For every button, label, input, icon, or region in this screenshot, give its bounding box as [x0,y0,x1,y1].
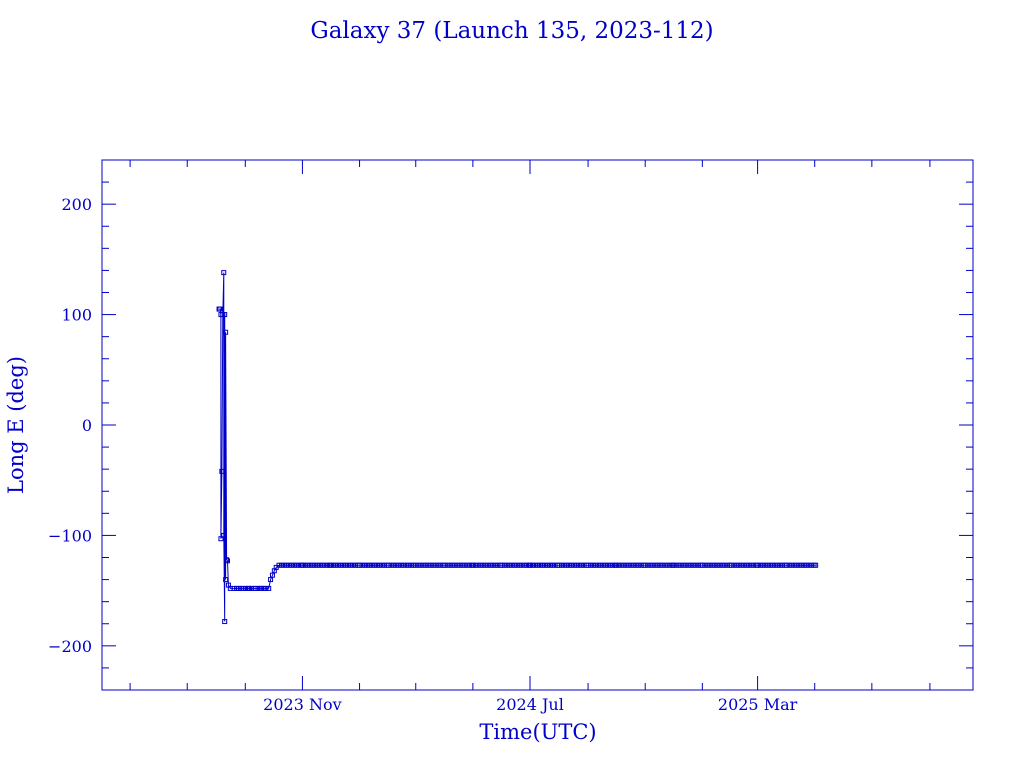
data-point [219,468,225,474]
data-point [263,585,269,591]
data-point [224,558,230,564]
data-point [221,532,227,538]
data-point [224,557,230,563]
x-tick-label: 2023 Nov [263,695,341,714]
y-tick-label: 100 [61,306,92,325]
data-point [266,585,272,591]
series-line [219,272,816,622]
data-point [218,536,224,542]
x-axis-label: Time(UTC) [479,720,596,744]
data-point [223,577,229,583]
y-tick-label: 0 [82,416,92,435]
data-point [217,306,223,312]
x-tick-label: 2025 Mar [718,695,798,714]
x-axis: 2023 Nov 2024 Jul 2025 Mar [129,160,931,714]
y-axis-label: Long E (deg) [4,356,28,494]
plot-frame [101,159,974,691]
data-point [813,562,819,568]
series-group [216,270,819,625]
y-axis: −200 −100 0 100 200 [48,159,973,691]
data-point [221,270,227,276]
y-tick-label: −100 [48,526,92,545]
chart-title: Galaxy 37 (Launch 135, 2023-112) [310,18,713,44]
y-tick-label: 200 [61,195,92,214]
x-tick-label: 2024 Jul [496,695,564,714]
data-point [223,329,229,335]
data-point [222,619,228,625]
data-point [222,312,228,318]
y-tick-label: −200 [48,637,92,656]
